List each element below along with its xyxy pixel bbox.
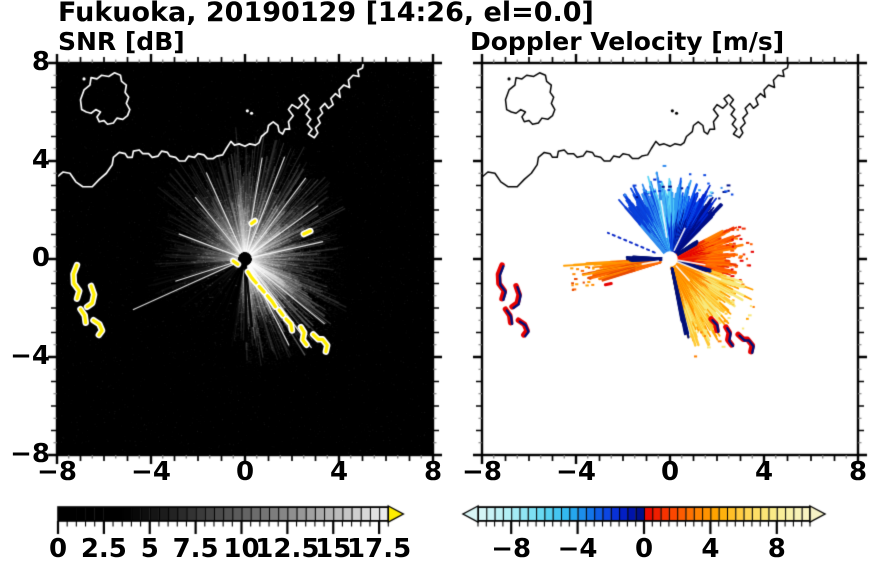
x-axis-tick-label: 0 [235, 457, 255, 487]
velocity-colorbar-tick-label: 8 [767, 534, 786, 564]
snr-colorbar-tick-label: 0 [48, 534, 68, 564]
snr-colorbar-tick-label: 15 [315, 534, 352, 564]
x-axis-tick-label: 8 [423, 457, 443, 487]
y-axis-tick-label: −8 [10, 439, 50, 469]
snr-colorbar-tick-label: 5 [140, 534, 159, 564]
velocity-colorbar-tick-label: 4 [701, 534, 720, 564]
velocity-colorbar-tick-label: −4 [557, 534, 598, 564]
x-axis-tick-label: 8 [848, 457, 868, 487]
x-axis-tick-label: 0 [660, 457, 680, 487]
x-axis-tick-label: −8 [37, 457, 77, 487]
y-axis-tick-label: −4 [10, 341, 50, 371]
x-axis-tick-label: 4 [329, 457, 349, 487]
velocity-panel-title: Doppler Velocity [m/s] [470, 27, 785, 56]
figure-title: Fukuoka, 20190129 [14:26, el=0.0] [58, 0, 594, 28]
snr-colorbar-tick-label: 12.5 [255, 534, 320, 564]
x-axis-tick-label: −4 [556, 457, 596, 487]
snr-colorbar-tick-label: 2.5 [80, 534, 127, 564]
snr-panel-title: SNR [dB] [58, 27, 185, 56]
snr-colorbar-tick-label: 7.5 [172, 534, 219, 564]
y-axis-tick-label: 0 [31, 243, 50, 273]
y-axis-tick-label: 4 [31, 145, 50, 175]
velocity-colorbar-tick-label: −8 [491, 534, 532, 564]
x-axis-tick-label: −8 [462, 457, 502, 487]
x-axis-tick-label: −4 [131, 457, 171, 487]
snr-colorbar-tick-label: 10 [223, 534, 260, 564]
velocity-colorbar-tick-label: 0 [634, 534, 654, 564]
y-axis-tick-label: 8 [31, 47, 50, 77]
x-axis-tick-label: 4 [754, 457, 774, 487]
snr-colorbar-tick-label: 17.5 [347, 534, 412, 564]
